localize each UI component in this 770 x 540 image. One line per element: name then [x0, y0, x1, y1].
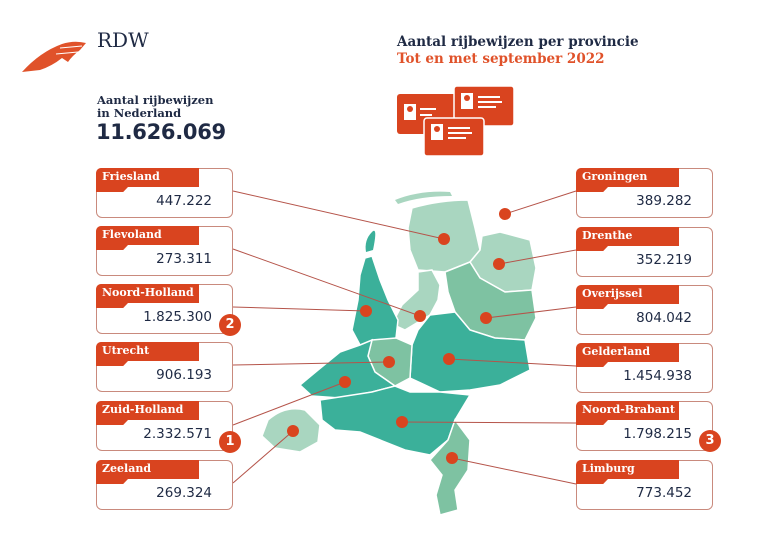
total-label: Aantal rijbewijzen in Nederland: [97, 94, 213, 120]
province-label: Zuid-Holland: [96, 401, 199, 420]
province-value: 1.454.938: [623, 368, 692, 384]
rank-badge: 3: [699, 430, 721, 452]
province-label: Gelderland: [576, 343, 679, 362]
card-friesland: Friesland 447.222: [96, 168, 233, 218]
province-value: 269.324: [156, 485, 212, 501]
province-value: 1.825.300: [143, 309, 212, 325]
province-value: 447.222: [156, 193, 212, 209]
province-label: Groningen: [576, 168, 679, 187]
connector-lines: [232, 190, 577, 485]
province-value: 1.798.215: [623, 426, 692, 442]
card-gelderland: Gelderland 1.454.938: [576, 343, 713, 393]
card-limburg: Limburg 773.452: [576, 460, 713, 510]
texel-island: [365, 230, 376, 252]
chart-subtitle: Tot en met september 2022: [397, 51, 605, 67]
province-label: Flevoland: [96, 226, 199, 245]
card-utrecht: Utrecht 906.193: [96, 342, 233, 392]
total-value: 11.626.069: [96, 120, 226, 144]
province-label: Overijssel: [576, 285, 679, 304]
province-value: 2.332.571: [143, 426, 212, 442]
rank-badge: 1: [219, 431, 241, 453]
card-zuid-holland: Zuid-Holland 2.332.571: [96, 401, 233, 451]
card-drenthe: Drenthe 352.219: [576, 227, 713, 277]
card-zeeland: Zeeland 269.324: [96, 460, 233, 510]
province-value: 906.193: [156, 367, 212, 383]
province-value: 352.219: [636, 252, 692, 268]
province-overijssel: [444, 261, 537, 341]
logo-text: RDW: [97, 28, 149, 52]
card-overijssel: Overijssel 804.042: [576, 285, 713, 335]
card-noord-holland: Noord-Holland 1.825.300: [96, 284, 233, 334]
feather-icon: [22, 41, 86, 72]
province-label: Noord-Holland: [96, 284, 199, 303]
total-label-line1: Aantal rijbewijzen: [97, 93, 214, 107]
card-noord-brabant: Noord-Brabant 1.798.215: [576, 401, 713, 451]
province-noord-holland: [351, 255, 399, 346]
chart-title: Aantal rijbewijzen per provincie: [397, 34, 639, 50]
province-label: Utrecht: [96, 342, 199, 361]
drivers-license-cards-icon: [397, 85, 515, 157]
province-value: 389.282: [636, 193, 692, 209]
total-label-line2: in Nederland: [97, 106, 182, 120]
province-label: Noord-Brabant: [576, 401, 679, 420]
wadden-islands: [395, 191, 452, 204]
province-value: 773.452: [636, 485, 692, 501]
province-label: Friesland: [96, 168, 199, 187]
rank-badge: 2: [219, 314, 241, 336]
province-limburg: [429, 418, 471, 516]
card-flevoland: Flevoland 273.311: [96, 226, 233, 276]
province-label: Drenthe: [576, 227, 679, 246]
province-value: 273.311: [156, 251, 212, 267]
province-label: Zeeland: [96, 460, 199, 479]
province-value: 804.042: [636, 310, 692, 326]
card-groningen: Groningen 389.282: [576, 168, 713, 218]
province-label: Limburg: [576, 460, 679, 479]
province-markers: [287, 208, 511, 464]
province-flevoland: [390, 269, 441, 331]
